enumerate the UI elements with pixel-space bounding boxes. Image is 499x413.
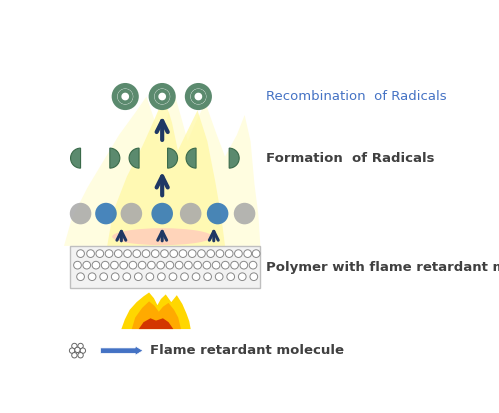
Circle shape [234,203,255,224]
Circle shape [207,203,229,224]
Circle shape [138,261,146,269]
Circle shape [72,343,77,349]
Text: Flame retardant molecule: Flame retardant molecule [150,344,344,357]
Circle shape [180,203,202,224]
Circle shape [100,273,107,280]
PathPatch shape [64,92,260,246]
Circle shape [142,250,150,257]
Circle shape [78,343,83,349]
Circle shape [240,261,248,269]
Circle shape [111,261,118,269]
Circle shape [129,261,137,269]
Circle shape [188,250,196,257]
Circle shape [151,203,173,224]
PathPatch shape [139,318,173,329]
Circle shape [231,261,239,269]
Circle shape [181,273,188,280]
Text: Recombination  of Radicals: Recombination of Radicals [266,90,447,103]
FancyArrow shape [101,346,143,355]
Circle shape [80,348,85,354]
Circle shape [146,273,154,280]
Circle shape [92,261,100,269]
Circle shape [101,261,109,269]
Circle shape [77,273,84,280]
Circle shape [123,273,131,280]
Circle shape [222,261,229,269]
Circle shape [105,250,113,257]
Ellipse shape [112,228,212,245]
Circle shape [83,261,91,269]
Circle shape [74,261,81,269]
Circle shape [194,261,202,269]
Circle shape [75,347,80,353]
Wedge shape [129,148,139,168]
Bar [70,246,260,288]
Circle shape [148,261,155,269]
PathPatch shape [132,301,181,329]
Wedge shape [168,148,178,168]
Circle shape [244,250,251,257]
Circle shape [72,353,77,358]
Wedge shape [70,148,80,168]
Circle shape [252,250,260,257]
Circle shape [239,273,246,280]
Circle shape [185,261,192,269]
PathPatch shape [107,97,225,246]
Circle shape [88,273,96,280]
Wedge shape [191,89,206,104]
Circle shape [134,273,142,280]
Circle shape [161,250,168,257]
Circle shape [204,273,212,280]
PathPatch shape [121,292,191,329]
Wedge shape [118,89,133,104]
Circle shape [151,86,173,107]
Circle shape [114,250,122,257]
Circle shape [250,273,257,280]
Circle shape [70,203,91,224]
Circle shape [207,250,215,257]
Circle shape [169,273,177,280]
Circle shape [227,273,235,280]
Circle shape [188,86,209,107]
Circle shape [96,250,104,257]
Circle shape [78,353,83,358]
Circle shape [111,273,119,280]
Circle shape [121,203,142,224]
Circle shape [192,273,200,280]
Circle shape [124,250,131,257]
Circle shape [203,261,211,269]
Circle shape [114,86,136,107]
Circle shape [212,261,220,269]
Circle shape [157,261,165,269]
Circle shape [216,250,224,257]
Circle shape [226,250,233,257]
Wedge shape [110,148,120,168]
Circle shape [69,348,75,354]
Circle shape [95,203,117,224]
Circle shape [158,273,165,280]
Circle shape [179,250,187,257]
Circle shape [215,273,223,280]
Circle shape [198,250,205,257]
Circle shape [87,250,94,257]
Circle shape [235,250,242,257]
Text: Formation  of Radicals: Formation of Radicals [266,152,435,165]
Circle shape [249,261,257,269]
Circle shape [166,261,174,269]
Wedge shape [186,148,196,168]
Circle shape [133,250,141,257]
Circle shape [120,261,128,269]
Wedge shape [229,148,239,168]
Text: Polymer with flame retardant molecule: Polymer with flame retardant molecule [266,261,499,274]
Circle shape [77,250,84,257]
Circle shape [151,250,159,257]
Circle shape [175,261,183,269]
Wedge shape [155,89,170,104]
Circle shape [170,250,178,257]
